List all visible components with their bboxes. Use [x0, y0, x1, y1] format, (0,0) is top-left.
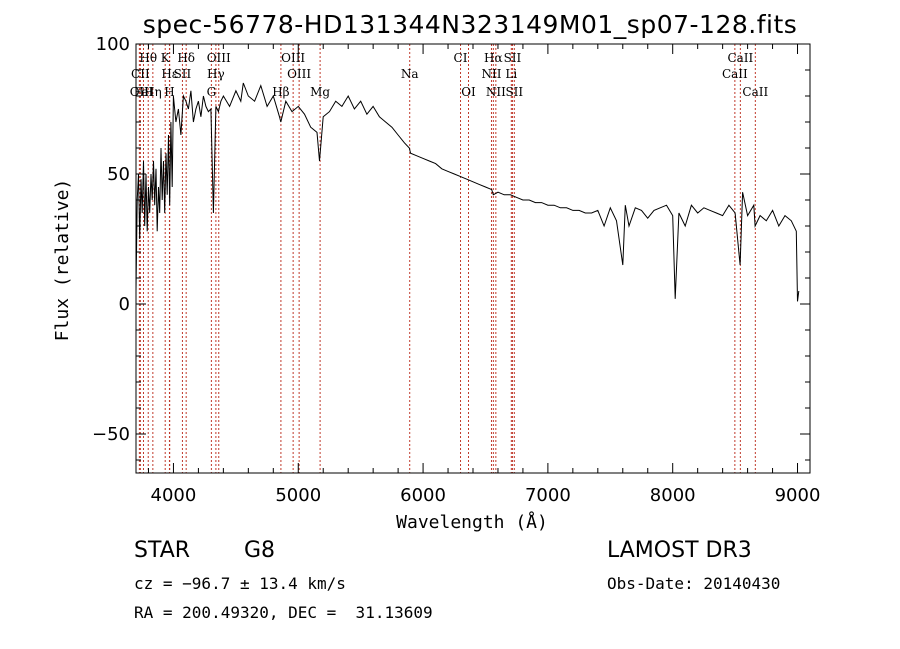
spectral-line-label: Mg	[310, 85, 330, 99]
spectral-line-label: Hγ	[207, 67, 225, 81]
x-tick-label: 6000	[400, 485, 446, 506]
x-tick-label: 9000	[775, 485, 821, 506]
spectrum-chart: spec-56778-HD131344N323149M01_sp07-128.f…	[52, 10, 821, 533]
x-tick-label: 4000	[151, 485, 197, 506]
coordinates: RA = 200.49320, DEC = 31.13609	[134, 603, 433, 622]
y-axis-label: Flux (relative)	[52, 179, 73, 342]
spectral-line-label: CI	[454, 51, 468, 65]
spectral-line-label: Hε	[161, 67, 178, 81]
spectral-line-label: Hθ	[139, 51, 157, 65]
spectral-line-label: CaII	[722, 67, 748, 81]
y-axis: −50 0 50 100	[92, 34, 810, 461]
spectral-line-markers	[138, 44, 756, 473]
spectral-line-label: OIII	[281, 51, 305, 65]
spectral-line-label: SII	[505, 85, 523, 99]
spectral-line-label: Hβ	[272, 85, 289, 99]
spectral-line-label: CII	[131, 67, 150, 81]
spectrum-series	[135, 82, 800, 302]
spectral-line-label: Li	[505, 67, 517, 81]
spectral-line-label: K	[161, 51, 171, 65]
spectral-line-label: OII	[130, 85, 150, 99]
y-tick-label: 50	[107, 164, 130, 185]
spectral-line-label: H	[164, 85, 174, 99]
spectral-line-label: OIII	[287, 67, 311, 81]
chart-title: spec-56778-HD131344N323149M01_sp07-128.f…	[143, 10, 798, 39]
spectral-line-label: Hδ	[177, 51, 195, 65]
y-tick-label: 100	[96, 34, 130, 55]
y-tick-label: 0	[119, 294, 130, 315]
x-tick-label: 7000	[525, 485, 571, 506]
spectral-line-label: CaII	[742, 85, 768, 99]
spectral-line-label: CaII	[727, 51, 753, 65]
spectral-line-label: Na	[401, 67, 419, 81]
spectral-line-label: Hα	[484, 51, 503, 65]
spectral-line-label: NII	[486, 85, 506, 99]
x-axis-label: Wavelength (Å)	[396, 511, 548, 533]
object-type: STAR	[134, 538, 191, 563]
spectral-line-label: Hη	[144, 85, 162, 99]
spectral-line-label: OI	[461, 85, 476, 99]
x-axis: 4000 5000 6000 7000 8000 9000	[147, 44, 821, 506]
spectral-line-label: G	[207, 85, 217, 99]
spectral-line-label: SII	[504, 51, 522, 65]
spectral-line-label: OIII	[207, 51, 231, 65]
x-tick-label: 8000	[650, 485, 696, 506]
spectral-subclass: G8	[244, 538, 276, 563]
spectral-line-label: NII	[481, 67, 501, 81]
survey-name: LAMOST DR3	[607, 538, 752, 563]
observation-date: Obs-Date: 20140430	[607, 574, 781, 593]
redshift-value: cz = −96.7 ± 13.4 km/s	[134, 574, 346, 593]
x-tick-label: 5000	[275, 485, 321, 506]
spectrum-line	[135, 82, 800, 302]
y-tick-label: −50	[92, 424, 130, 445]
spectral-line-label: SII	[174, 67, 192, 81]
plot-frame	[135, 43, 811, 474]
